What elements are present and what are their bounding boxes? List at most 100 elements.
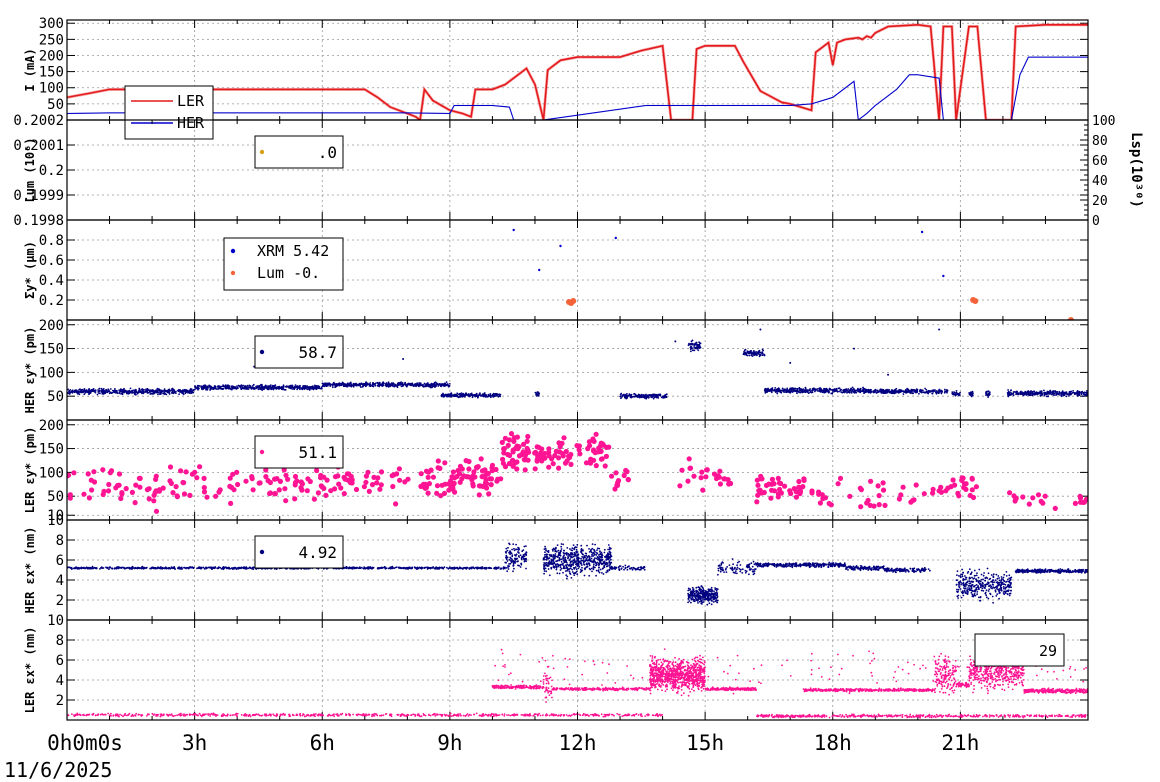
data-point — [864, 388, 867, 391]
data-point — [253, 387, 256, 390]
data-point — [128, 566, 130, 569]
data-point — [136, 391, 139, 394]
data-point — [402, 566, 405, 569]
data-point — [299, 384, 301, 387]
data-point — [834, 390, 837, 392]
data-point — [1006, 392, 1009, 394]
right-tick-label: 80 — [1092, 134, 1108, 149]
data-point — [171, 390, 174, 393]
data-point — [535, 392, 538, 395]
data-point — [137, 484, 143, 490]
data-point — [321, 474, 327, 480]
data-point — [98, 389, 101, 392]
data-point — [344, 384, 347, 386]
data-point — [951, 391, 954, 393]
data-point — [197, 464, 203, 470]
data-point — [327, 383, 330, 386]
data-point — [491, 394, 494, 396]
data-point — [362, 385, 364, 388]
data-point — [442, 460, 448, 466]
data-point — [859, 390, 862, 392]
series-line-her-halo — [67, 56, 1088, 120]
data-point — [312, 388, 315, 391]
data-point — [296, 387, 299, 390]
data-point — [835, 481, 841, 487]
data-point — [94, 391, 97, 394]
data-point — [549, 456, 555, 462]
data-point — [819, 492, 825, 498]
data-point — [924, 387, 926, 390]
data-point — [936, 391, 938, 393]
data-point — [274, 387, 277, 390]
data-point — [230, 388, 233, 391]
data-point — [1030, 394, 1033, 396]
data-point — [488, 482, 494, 488]
data-point — [174, 493, 180, 499]
data-point — [404, 381, 406, 384]
data-point — [440, 385, 442, 388]
data-point — [244, 385, 247, 387]
series-line-ler — [67, 23, 1088, 120]
data-point — [418, 566, 421, 569]
data-point — [88, 390, 90, 393]
data-point — [890, 389, 893, 392]
data-point — [108, 568, 110, 570]
data-point — [185, 389, 187, 391]
data-point — [73, 391, 76, 394]
data-point — [1026, 501, 1032, 507]
data-point — [775, 475, 781, 481]
data-point — [769, 481, 775, 487]
data-point — [1081, 499, 1087, 505]
data-point — [145, 390, 148, 392]
data-point — [92, 388, 94, 391]
data-point — [748, 354, 751, 357]
data-point — [108, 468, 115, 474]
data-point — [1042, 493, 1048, 499]
data-point — [399, 382, 402, 385]
data-point — [416, 384, 419, 387]
data-point — [269, 384, 272, 386]
data-point — [654, 393, 656, 396]
data-point — [100, 566, 102, 569]
data-point — [116, 471, 123, 477]
data-point — [488, 476, 495, 482]
data-point — [774, 387, 777, 389]
data-point — [248, 386, 251, 389]
data-point — [311, 385, 314, 388]
data-point — [759, 351, 762, 354]
data-point — [111, 567, 114, 570]
data-point — [521, 457, 527, 463]
data-point — [257, 388, 260, 391]
data-point — [1064, 393, 1067, 395]
data-point — [80, 567, 83, 570]
data-point — [173, 390, 176, 393]
data-point — [114, 388, 116, 390]
data-point — [382, 566, 384, 569]
data-point — [400, 385, 403, 388]
data-point — [441, 490, 448, 496]
data-point — [919, 390, 922, 393]
data-point — [502, 435, 508, 441]
data-point — [532, 466, 538, 472]
y-tick-label: 0.2 — [39, 293, 64, 309]
y-tick-label: 50 — [47, 389, 64, 405]
data-point — [306, 385, 309, 388]
data-point — [222, 384, 225, 387]
data-point — [522, 452, 529, 458]
data-point — [283, 498, 289, 504]
data-point — [409, 384, 412, 387]
data-point — [913, 390, 916, 393]
data-point — [593, 431, 599, 437]
data-point — [274, 384, 277, 387]
data-point — [690, 340, 693, 343]
data-point — [959, 475, 965, 481]
data-point — [698, 344, 701, 347]
data-layer — [67, 23, 1088, 120]
data-point — [625, 397, 628, 400]
data-point — [946, 391, 948, 394]
y-tick-label: 250 — [39, 32, 64, 48]
data-point — [471, 469, 477, 475]
data-point — [851, 386, 854, 389]
data-point — [116, 482, 122, 488]
data-point — [345, 385, 348, 388]
